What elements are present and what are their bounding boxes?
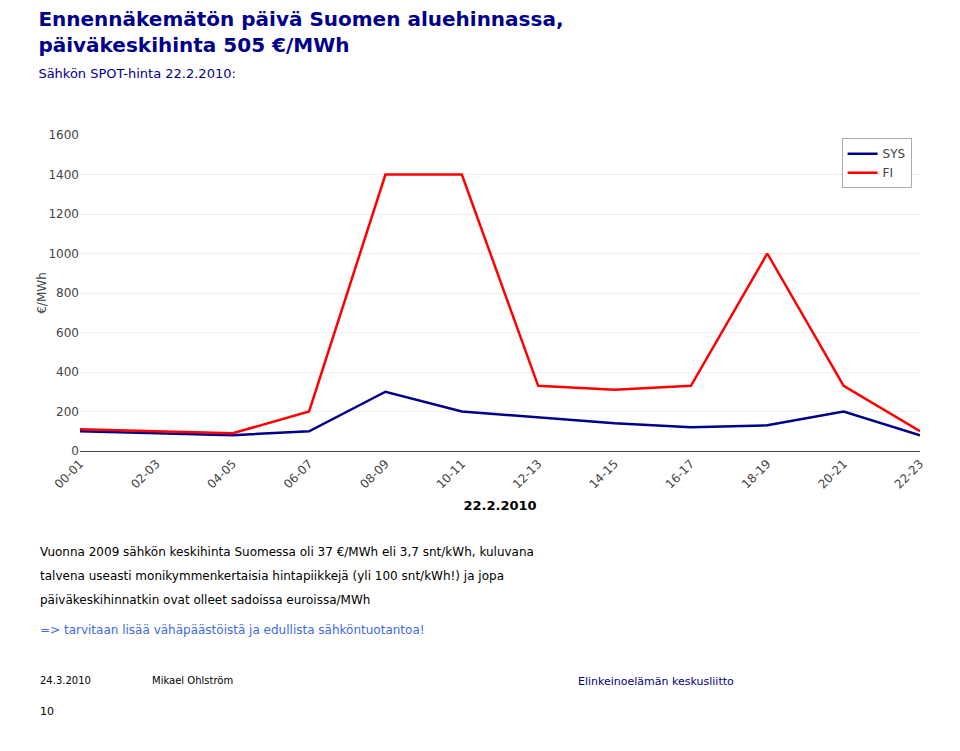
- svg-text:1600: 1600: [48, 128, 79, 142]
- svg-text:10: 10: [40, 705, 54, 718]
- svg-text:=> tarvitaan lisää vähäpäästöi: => tarvitaan lisää vähäpäästöistä ja edu…: [40, 623, 425, 637]
- svg-text:22.2.2010: 22.2.2010: [463, 498, 536, 513]
- svg-text:Vuonna 2009 sähkön keskihinta: Vuonna 2009 sähkön keskihinta Suomessa o…: [40, 545, 534, 559]
- svg-text:18-19: 18-19: [739, 457, 774, 492]
- svg-text:Mikael Ohlström: Mikael Ohlström: [152, 675, 233, 686]
- svg-text:14-15: 14-15: [586, 457, 621, 492]
- svg-text:FI: FI: [883, 166, 893, 180]
- svg-text:24.3.2010: 24.3.2010: [40, 675, 91, 686]
- svg-text:16-17: 16-17: [663, 457, 698, 492]
- svg-text:20-21: 20-21: [815, 457, 850, 492]
- svg-text:600: 600: [56, 326, 79, 340]
- svg-text:12-13: 12-13: [510, 457, 545, 492]
- svg-text:10-11: 10-11: [434, 457, 469, 492]
- svg-text:0: 0: [71, 444, 79, 458]
- svg-text:1000: 1000: [48, 247, 79, 261]
- svg-text:1200: 1200: [48, 207, 79, 221]
- svg-text:päiväkeskihinnatkin ovat ollee: päiväkeskihinnatkin ovat olleet sadoissa…: [40, 593, 370, 607]
- svg-text:200: 200: [56, 405, 79, 419]
- svg-text:800: 800: [56, 286, 79, 300]
- svg-text:talvena useasti monikymmenkert: talvena useasti monikymmenkertaisia hint…: [40, 569, 504, 583]
- svg-text:06-07: 06-07: [281, 457, 316, 492]
- svg-text:08-09: 08-09: [357, 457, 392, 492]
- svg-text:22-23: 22-23: [892, 457, 927, 492]
- svg-text:Ennennäkemätön päivä Suomen al: Ennennäkemätön päivä Suomen aluehinnassa…: [38, 7, 563, 81]
- svg-text:04-05: 04-05: [205, 457, 240, 492]
- svg-text:02-03: 02-03: [128, 457, 163, 492]
- svg-text:400: 400: [56, 365, 79, 379]
- svg-text:00-01: 00-01: [52, 457, 87, 492]
- svg-text:1400: 1400: [48, 168, 79, 182]
- svg-text:€/MWh: €/MWh: [35, 272, 49, 314]
- svg-text:SYS: SYS: [883, 147, 906, 161]
- svg-text:Elinkeinoelämän keskusliitto: Elinkeinoelämän keskusliitto: [578, 675, 734, 688]
